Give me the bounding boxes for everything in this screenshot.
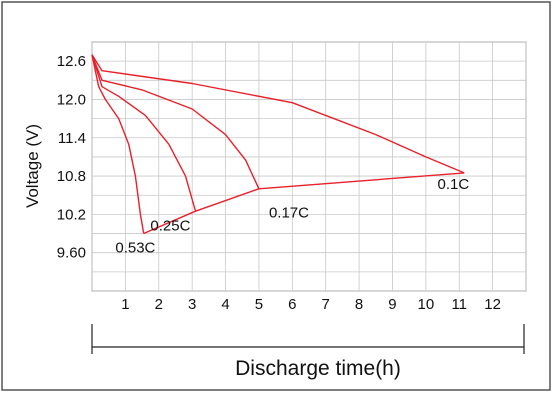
x-tick-label: 12 [484, 296, 501, 313]
x-tick-label: 5 [255, 296, 263, 313]
x-tick-label: 1 [121, 296, 129, 313]
x-tick-label: 9 [388, 296, 396, 313]
curve-label: 0.17C [269, 205, 309, 222]
curve-label: 0.1C [438, 176, 470, 193]
grid [91, 41, 527, 292]
series-line-0.25C [91, 54, 197, 212]
y-tick-label: 11.4 [58, 130, 86, 147]
x-tick-label: 3 [188, 296, 196, 313]
y-tick-label: 10.2 [57, 206, 86, 223]
x-tick-label: 10 [418, 296, 435, 313]
series-line-0.1C [91, 54, 465, 174]
y-tick-label: 12.0 [57, 91, 86, 108]
y-axis-label: Voltage (V) [23, 124, 42, 208]
x-tick-label: 6 [288, 296, 296, 313]
x-tick-labels: 1 2 3 4 5 6 7 8 9 10 11 12 [121, 296, 501, 313]
curve-labels: 0.53C 0.25C 0.17C 0.1C [115, 176, 469, 257]
x-tick-label: 4 [221, 296, 229, 313]
curve-label: 0.25C [150, 217, 190, 234]
y-tick-label: 10.8 [57, 168, 86, 185]
y-tick-label: 9.60 [57, 245, 86, 262]
x-tick-label: 7 [322, 296, 330, 313]
x-tick-label: 11 [451, 296, 467, 313]
series-lines [91, 54, 465, 235]
x-tick-label: 2 [155, 296, 163, 313]
x-tick-label: 8 [355, 296, 363, 313]
series-line-0.17C [91, 54, 260, 190]
y-tick-label: 12.6 [57, 53, 86, 70]
y-tick-labels: 12.6 12.0 11.4 10.8 10.2 9.60 [57, 53, 86, 262]
x-axis-label: Discharge time(h) [235, 357, 401, 380]
series-line-0.53C [91, 54, 145, 234]
curve-label: 0.53C [115, 240, 155, 257]
endpoint-connector-line [143, 172, 465, 235]
outer-border [1, 1, 551, 391]
